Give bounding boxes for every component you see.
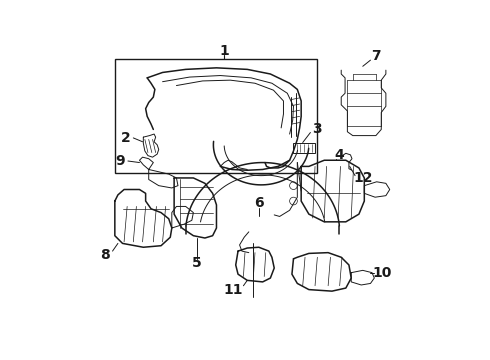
Text: 11: 11	[223, 283, 243, 297]
Text: 5: 5	[193, 256, 202, 270]
Text: 9: 9	[116, 154, 125, 168]
Text: 7: 7	[371, 49, 381, 63]
Bar	[115, 59, 317, 172]
Text: 8: 8	[100, 248, 110, 262]
Text: 12: 12	[353, 171, 372, 185]
Text: 6: 6	[254, 196, 264, 210]
Text: 10: 10	[372, 266, 392, 280]
Text: 1: 1	[220, 44, 229, 58]
Text: 4: 4	[335, 148, 344, 162]
Text: 3: 3	[312, 122, 321, 136]
Bar	[294, 143, 315, 153]
Text: 2: 2	[121, 131, 130, 145]
